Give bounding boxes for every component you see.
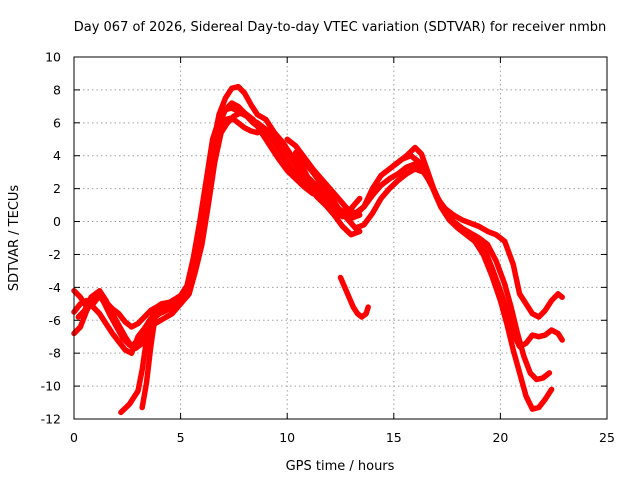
x-tick-label: 5: [177, 430, 185, 445]
series-track-11: [337, 274, 371, 320]
y-tick-label: -4: [49, 280, 62, 295]
y-tick-label: -8: [49, 346, 62, 361]
x-tick-label: 10: [279, 430, 295, 445]
y-tick-label: 2: [53, 181, 61, 196]
y-tick-label: 0: [53, 214, 61, 229]
x-tick-label: 15: [386, 430, 402, 445]
y-axis-label: SDTVAR / TECUs: [7, 185, 22, 292]
x-tick-label: 20: [492, 430, 508, 445]
x-tick-label: 25: [599, 430, 615, 445]
series-track-5: [118, 100, 316, 416]
y-tick-label: -10: [41, 379, 61, 394]
series-track-10: [391, 152, 553, 383]
y-tick-label: 8: [53, 82, 61, 97]
series-layer: [71, 83, 565, 416]
y-tick-label: -6: [49, 313, 62, 328]
x-axis-label: GPS time / hours: [286, 459, 395, 474]
plot-frame: [73, 56, 608, 420]
series-track-4: [75, 110, 350, 351]
y-tick-label: -2: [49, 247, 61, 262]
chart-title: Day 067 of 2026, Sidereal Day-to-day VTE…: [74, 20, 607, 35]
y-tick-label: 6: [53, 115, 61, 130]
series-track-6: [139, 299, 184, 411]
x-tick-label: 0: [70, 430, 78, 445]
y-tick-label: 10: [45, 50, 61, 65]
y-tick-label: -12: [41, 412, 61, 427]
y-tick-label: 4: [53, 148, 61, 163]
